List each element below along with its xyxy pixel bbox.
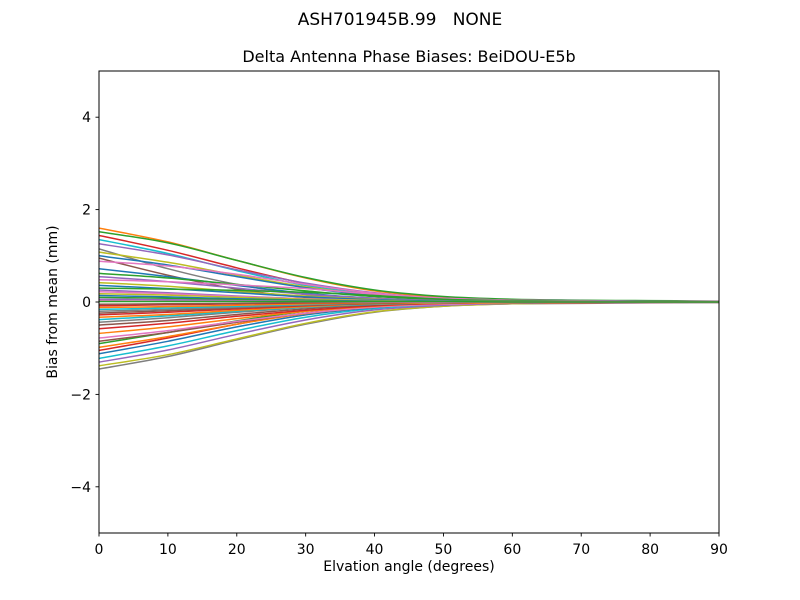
axes-group: 0 10 20 30 40 50 60 70 80 90 −4 −2 0 2 4 — [70, 70, 728, 558]
y-tick-label: 4 — [82, 110, 91, 126]
series-line-8 — [99, 243, 719, 303]
series-line-47 — [99, 300, 719, 303]
y-tick-label: 0 — [82, 295, 91, 311]
x-axis-label: Elvation angle (degrees) — [323, 559, 494, 575]
x-tick-label: 40 — [366, 542, 384, 558]
y-tick-label: 2 — [82, 203, 91, 219]
series-group — [99, 227, 719, 370]
x-tick-label: 80 — [641, 542, 659, 558]
y-axis-label: Bias from mean (mm) — [45, 225, 61, 378]
x-tick-label: 30 — [297, 542, 315, 558]
x-tick-label: 20 — [228, 542, 246, 558]
x-tick-label: 0 — [95, 542, 104, 558]
x-tick-label: 50 — [435, 542, 453, 558]
x-tick-label: 60 — [503, 542, 521, 558]
x-tick-label: 70 — [572, 542, 590, 558]
x-tick-label: 90 — [710, 542, 728, 558]
x-tick-label: 10 — [159, 542, 177, 558]
series-line-3 — [99, 301, 719, 367]
y-tick-label: −2 — [70, 387, 91, 403]
chart-title: Delta Antenna Phase Biases: BeiDOU-E5b — [242, 47, 575, 66]
y-tick-label: −4 — [70, 480, 91, 496]
figure-suptitle: ASH701945B.99 NONE — [298, 10, 503, 30]
